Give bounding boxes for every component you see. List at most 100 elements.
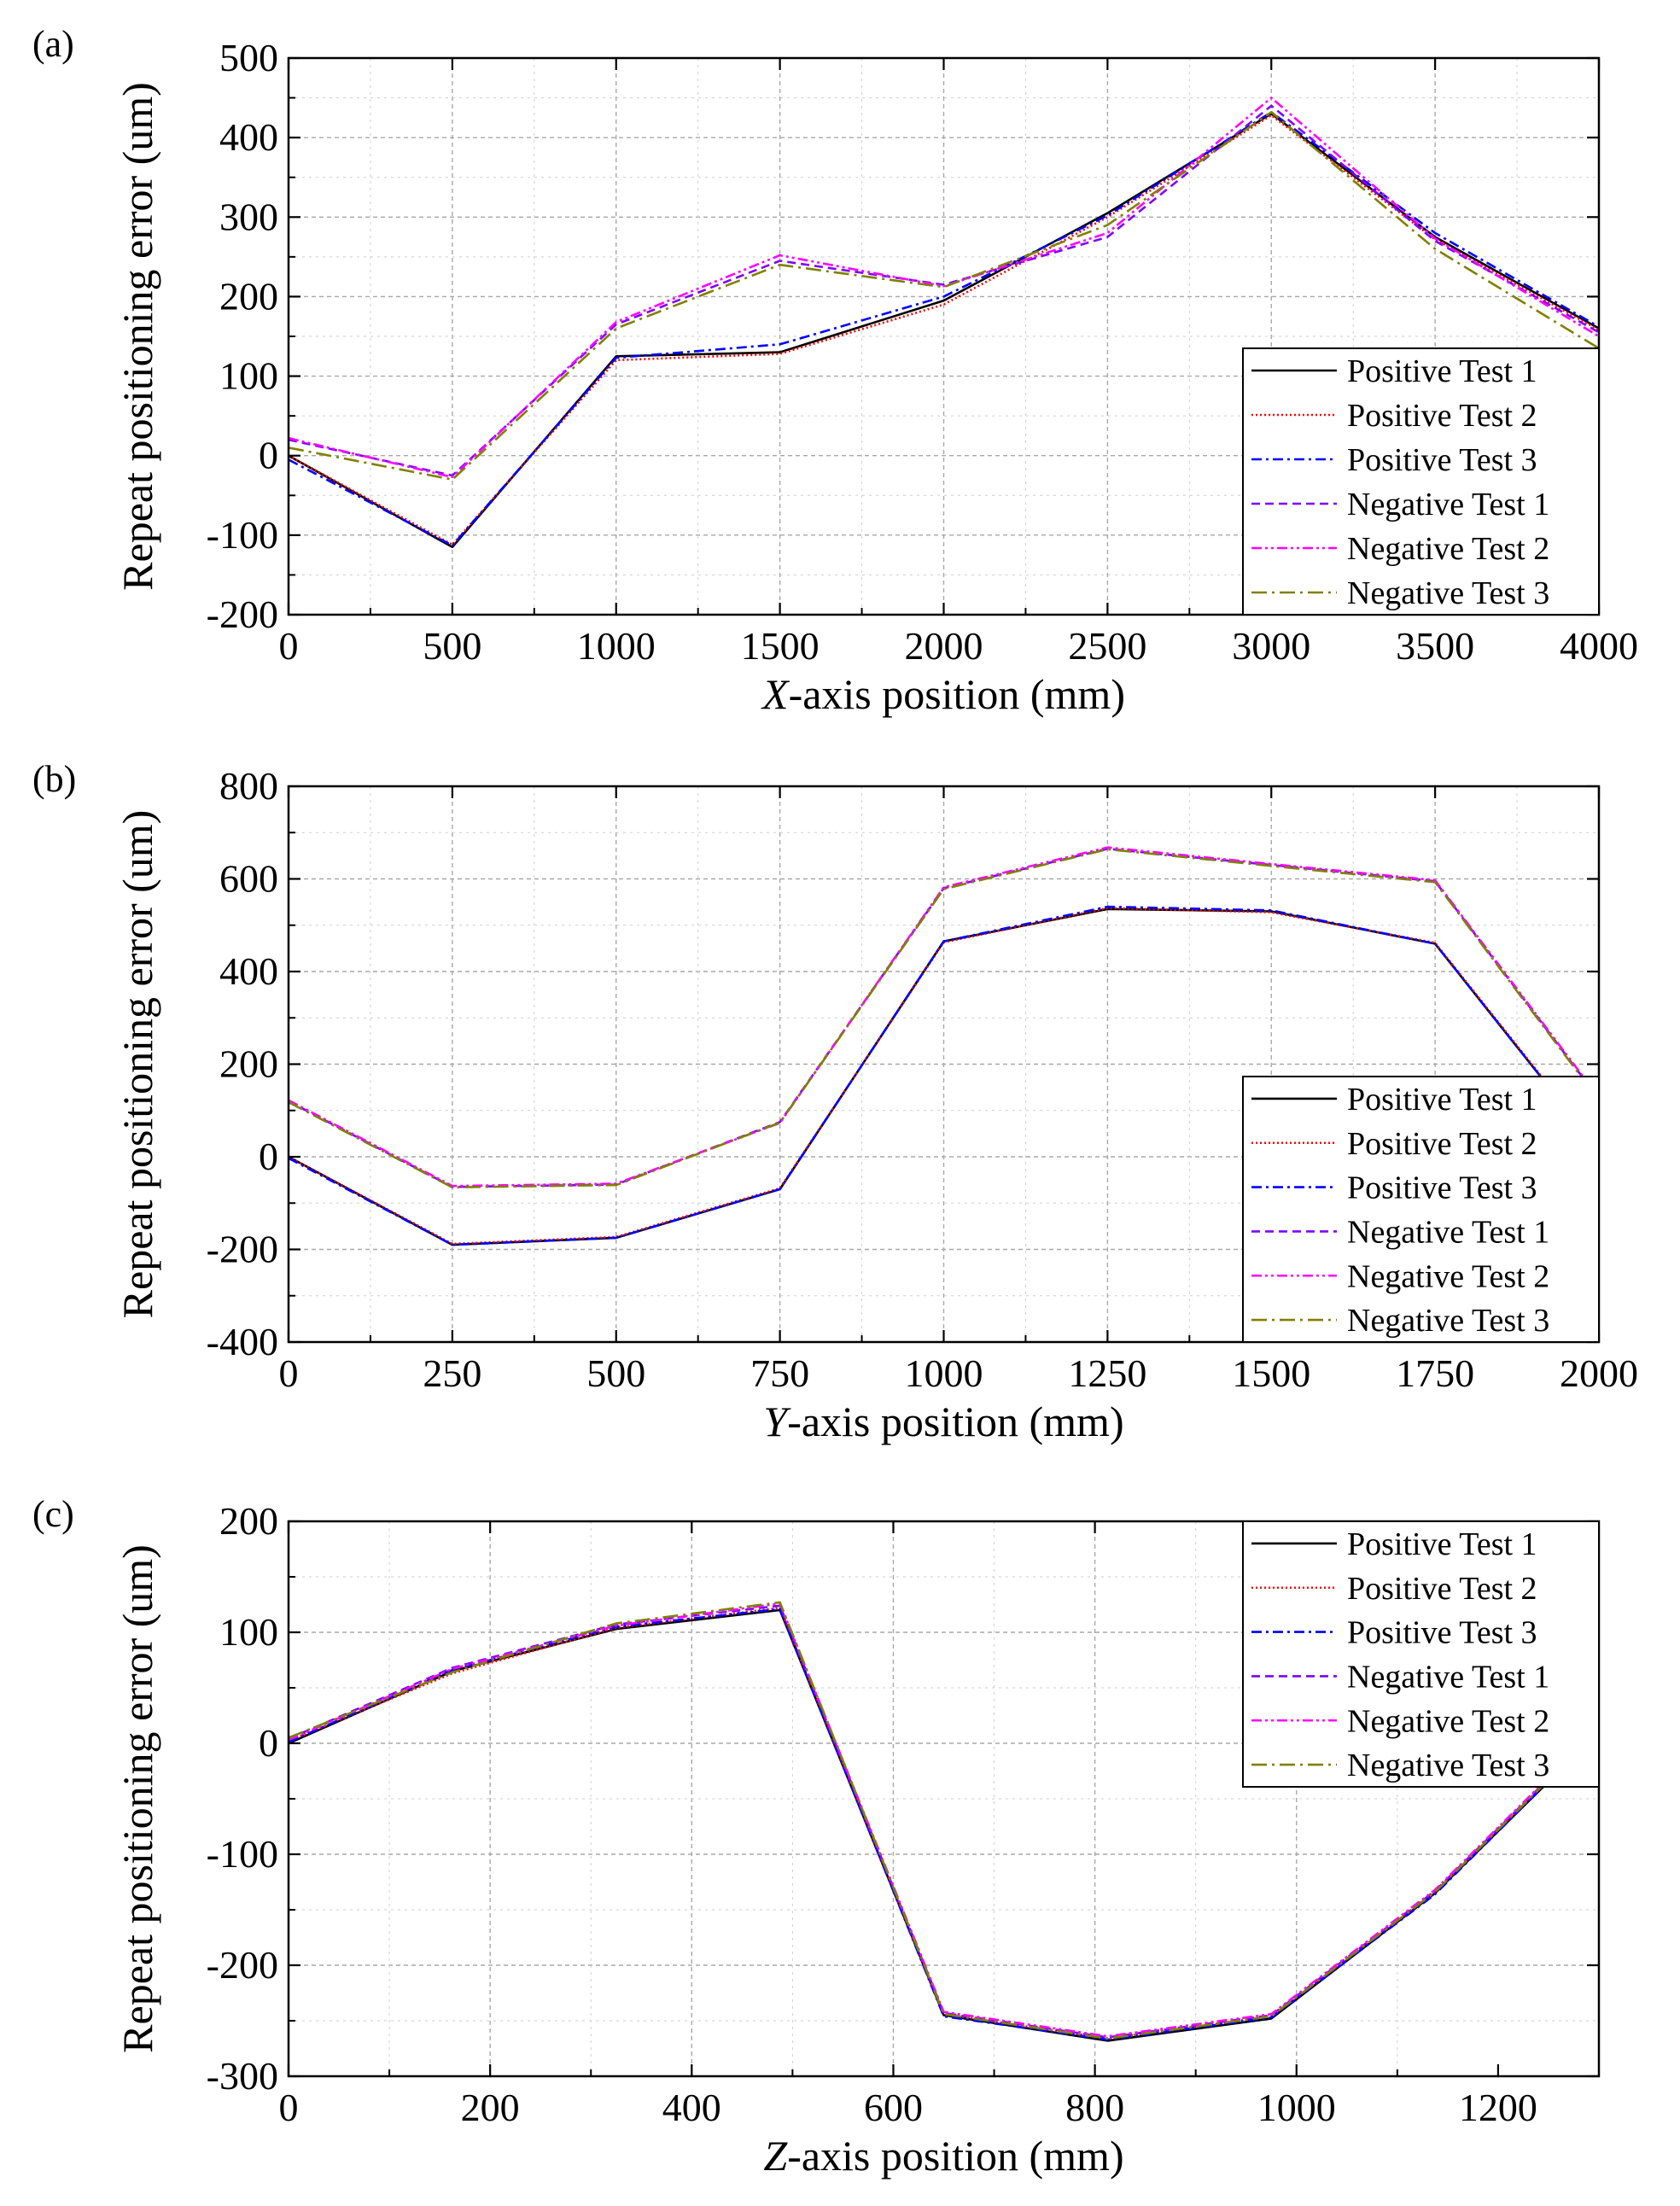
- y-tick-label: -300: [207, 2054, 278, 2098]
- x-axis-label: Y-axis position (mm): [763, 1398, 1123, 1445]
- legend-entry-label: Negative Test 1: [1347, 1659, 1549, 1695]
- x-tick-label: 1000: [577, 624, 656, 668]
- x-tick-label: 500: [423, 624, 481, 668]
- series-lines: [289, 1601, 1599, 2042]
- chart-panel-c: (c) 0 200 400 600 800 1000 1200 -300 -200 -100 0 10…: [0, 1470, 1680, 2206]
- x-tick-label: 500: [586, 1351, 645, 1395]
- x-tick-label: 2000: [905, 624, 983, 668]
- grid: [289, 1521, 1599, 2076]
- x-axis-label-rest: -axis position (mm): [787, 2132, 1123, 2180]
- x-axis-label-italic: Y: [763, 1398, 791, 1445]
- x-tick-label: 1250: [1068, 1351, 1146, 1395]
- x-tick-label: 1000: [905, 1351, 983, 1395]
- series-line-positive-test-3: [289, 111, 1599, 547]
- x-tick-label: 2000: [1560, 1351, 1638, 1395]
- legend-entry-label: Positive Test 1: [1347, 353, 1537, 389]
- legend-entry-label: Negative Test 2: [1347, 1703, 1549, 1739]
- x-tick-label: 2500: [1068, 624, 1146, 668]
- y-tick-label: 400: [219, 949, 278, 993]
- legend-entry-label: Negative Test 2: [1347, 1258, 1549, 1294]
- x-axis-label: X-axis position (mm): [761, 670, 1125, 718]
- chart-panel-a: (a) 0 500 1000 1500 2000 2500 3000 3500 4000 -200…: [0, 0, 1680, 735]
- legend-box: [1242, 1520, 1600, 1788]
- x-axis-label-rest: -axis position (mm): [789, 670, 1125, 718]
- y-tick-label: 200: [219, 274, 278, 318]
- x-tick-label: 3000: [1232, 624, 1310, 668]
- panel-label: (b): [32, 758, 77, 800]
- y-tick-label: 400: [219, 115, 278, 159]
- y-tick-label: 100: [219, 354, 278, 398]
- legend-entry-label: Positive Test 1: [1347, 1082, 1537, 1118]
- y-tick-label: -400: [207, 1320, 278, 1363]
- x-tick-label: 0: [279, 624, 299, 668]
- legend: Positive Test 1 Positive Test 2 Positive T…: [1242, 1520, 1600, 1788]
- legend-entry-label: Positive Test 3: [1347, 1615, 1537, 1651]
- y-axis-label: Repeat positioning error (um): [114, 810, 161, 1319]
- chart-panel-b: (b) 0 250 500 750 1000 1250 1500 1750 2000 -400 -2…: [0, 735, 1680, 1470]
- legend-entry-label: Positive Test 1: [1347, 1526, 1537, 1562]
- legend-entry-label: Positive Test 2: [1347, 1126, 1537, 1162]
- series-line-negative-test-3: [289, 111, 1599, 481]
- legend-entry-label: Positive Test 2: [1347, 398, 1537, 434]
- x-tick-label: 4000: [1560, 624, 1638, 668]
- legend-entry-label: Positive Test 2: [1347, 1571, 1537, 1607]
- chart-b-svg: 0 250 500 750 1000 1250 1500 1750 2000 -400 -200 0 2…: [114, 764, 1638, 1445]
- legend-box: [1242, 347, 1600, 616]
- y-tick-label: -100: [207, 513, 278, 557]
- chart-a-svg: 0 500 1000 1500 2000 2500 3000 3500 4000-200-100…: [114, 36, 1638, 718]
- legend-entry-label: Positive Test 3: [1347, 442, 1537, 478]
- series-lines: [289, 846, 1599, 1246]
- panel-label: (c): [32, 1493, 74, 1535]
- x-axis-label-italic: X: [761, 670, 790, 718]
- series-line-negative-test-2: [289, 846, 1599, 1188]
- x-tick-label: 0: [279, 2086, 299, 2129]
- y-tick-label: 200: [219, 1042, 278, 1086]
- x-tick-label: 750: [750, 1351, 809, 1395]
- legend-box: [1242, 1076, 1600, 1343]
- panel-label: (a): [32, 23, 74, 65]
- legend-entry-label: Negative Test 1: [1347, 487, 1549, 522]
- x-tick-label: 1500: [1232, 1351, 1310, 1395]
- x-tick-label: 0: [279, 1351, 299, 1395]
- series-line-positive-test-1: [289, 112, 1599, 549]
- x-tick-label: 3500: [1396, 624, 1474, 668]
- chart-c-svg: 0 200 400 600 800 1000 1200 -300 -200 -100 0 100 200…: [114, 1499, 1601, 2180]
- y-tick-label: 500: [219, 36, 278, 79]
- legend-entry-label: Negative Test 3: [1347, 1748, 1549, 1783]
- x-axis-label-italic: Z: [763, 2132, 788, 2180]
- legend: Positive Test 1 Positive Test 2 Positive T…: [1242, 347, 1600, 616]
- legend-entry-label: Negative Test 1: [1347, 1214, 1549, 1250]
- y-tick-label: 300: [219, 195, 278, 238]
- legend-entry-label: Positive Test 3: [1347, 1170, 1537, 1206]
- y-tick-label: 200: [219, 1499, 278, 1543]
- legend-entry-label: Negative Test 3: [1347, 575, 1549, 611]
- x-tick-label: 400: [662, 2086, 721, 2129]
- y-tick-label: 100: [219, 1610, 278, 1654]
- x-tick-label: 250: [423, 1351, 481, 1395]
- series-line-negative-test-3: [289, 848, 1599, 1189]
- y-tick-label: 0: [259, 434, 278, 477]
- y-tick-label: -200: [207, 592, 278, 636]
- x-tick-label: 200: [461, 2086, 520, 2129]
- legend-entry-label: Negative Test 3: [1347, 1303, 1549, 1339]
- y-tick-label: -100: [207, 1832, 278, 1876]
- legend: Positive Test 1 Positive Test 2 Positive T…: [1242, 1076, 1600, 1343]
- series-line-negative-test-2: [289, 96, 1599, 479]
- y-tick-label: 800: [219, 764, 278, 808]
- x-tick-label: 1200: [1459, 2086, 1537, 2129]
- series-line-negative-test-1: [289, 104, 1599, 477]
- y-tick-label: 0: [259, 1135, 278, 1178]
- y-axis-label: Repeat positioning error (um): [114, 1544, 161, 2053]
- y-tick-label: -200: [207, 1228, 278, 1271]
- x-tick-label: 600: [864, 2086, 923, 2129]
- series-line-negative-test-2: [289, 1602, 1599, 2038]
- y-tick-label: 0: [259, 1721, 278, 1765]
- x-tick-label: 1750: [1396, 1351, 1474, 1395]
- x-axis-label-rest: -axis position (mm): [787, 1398, 1123, 1445]
- y-axis-label: Repeat positioning error (um): [114, 82, 161, 591]
- x-axis-label: Z-axis position (mm): [763, 2132, 1123, 2180]
- y-tick-label: -200: [207, 1943, 278, 1987]
- series-line-positive-test-3: [289, 905, 1599, 1246]
- series-line-negative-test-3: [289, 1601, 1599, 2040]
- ticks: 0 500 1000 1500 2000 2500 3000 3500 4000-200-100…: [207, 36, 1638, 668]
